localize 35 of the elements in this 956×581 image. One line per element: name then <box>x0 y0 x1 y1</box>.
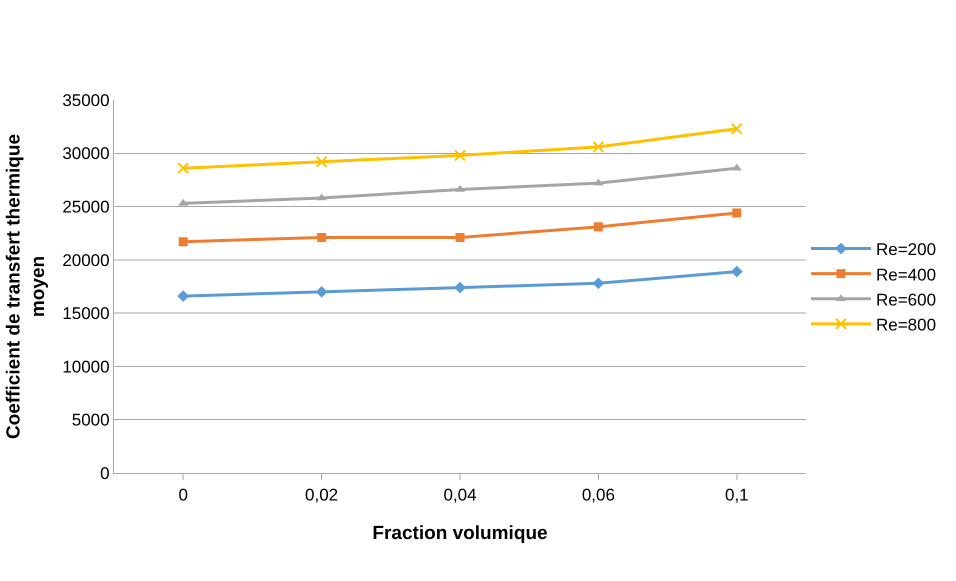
point <box>732 208 742 218</box>
point <box>317 232 326 242</box>
y-tick-label: 5000 <box>72 410 110 430</box>
y-tick-label: 15000 <box>62 304 110 324</box>
point <box>594 222 603 232</box>
point <box>316 286 328 298</box>
point <box>730 266 743 278</box>
x-tick-label: 0,04 <box>443 485 477 504</box>
point <box>454 149 466 162</box>
point <box>178 237 188 246</box>
x-tick-label: 0,02 <box>305 485 338 504</box>
point <box>177 290 190 302</box>
legend-label: Re=400 <box>876 265 936 284</box>
x-tick-label: 0,06 <box>582 485 615 504</box>
point <box>316 156 328 168</box>
point <box>592 277 604 290</box>
legend-label: Re=600 <box>876 290 936 310</box>
y-tick-label: 10000 <box>62 357 110 376</box>
point <box>454 282 466 294</box>
y-axis-title: Coefficient de transfert thermique moyen <box>3 134 50 440</box>
x-tick-label: 0,1 <box>724 485 749 504</box>
y-tick-label: 0 <box>100 464 110 483</box>
point <box>592 140 604 153</box>
y-tick-label: 30000 <box>62 144 110 164</box>
point <box>177 162 190 174</box>
legend-label: Re=200 <box>876 240 936 260</box>
y-tick-label: 35000 <box>62 90 110 110</box>
y-tick-label: 25000 <box>62 198 110 217</box>
point <box>178 198 188 206</box>
y-tick-label: 20000 <box>62 250 110 270</box>
x-tick-label: 0 <box>178 485 188 504</box>
point <box>456 232 464 242</box>
legend-label: Re=800 <box>876 315 936 334</box>
point <box>730 122 743 135</box>
x-axis-title: Fraction volumique <box>372 523 548 544</box>
